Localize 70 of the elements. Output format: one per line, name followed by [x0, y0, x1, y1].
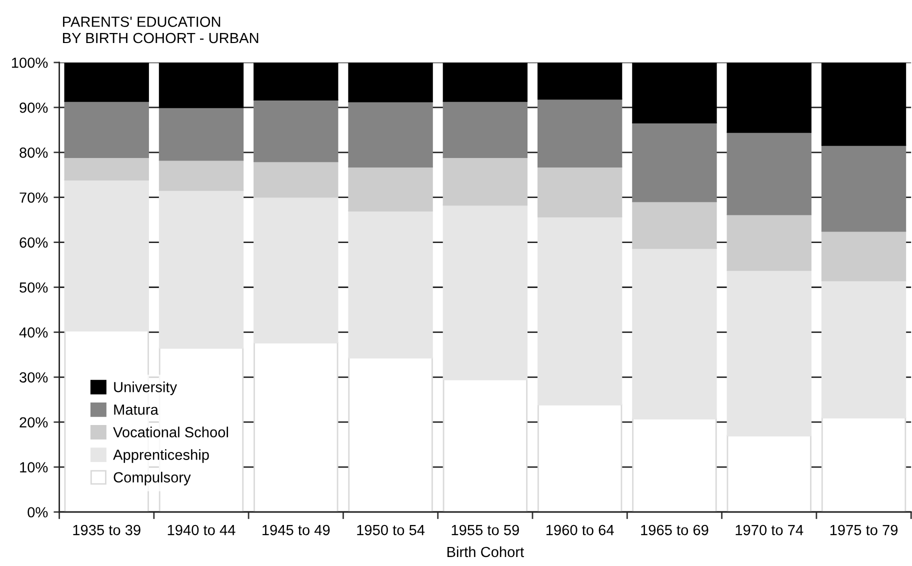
- y-tick-label: 50%: [20, 282, 48, 293]
- x-tick-label: 1950 to 54: [357, 524, 425, 536]
- bar: [537, 216, 622, 406]
- x-tick-label: 1940 to 44: [168, 524, 236, 536]
- bar: [158, 106, 244, 161]
- bar: [821, 144, 906, 232]
- bar: [254, 62, 338, 100]
- bar: [158, 62, 244, 108]
- bar: [442, 378, 528, 512]
- bar: [442, 156, 528, 206]
- legend-label: University: [114, 382, 178, 396]
- bar: [821, 62, 906, 146]
- x-tick-label: 1945 to 49: [262, 524, 330, 536]
- x-tick-label: 1970 to 74: [736, 524, 804, 536]
- bar: [632, 247, 717, 420]
- bar: [254, 160, 338, 198]
- bar: [64, 179, 149, 332]
- x-axis-title: Birth Cohort: [447, 546, 524, 558]
- bar: [537, 62, 622, 100]
- x-tick-label: 1955 to 59: [452, 524, 519, 536]
- y-tick-label: 80%: [20, 147, 48, 158]
- legend-label: Apprenticeship: [113, 449, 209, 463]
- y-tick-label: 0%: [28, 507, 48, 518]
- bar: [821, 280, 906, 418]
- bar: [632, 62, 717, 124]
- bar: [537, 98, 622, 168]
- bar: [254, 99, 338, 162]
- bar: [726, 269, 812, 436]
- legend-label: Compulsory: [114, 472, 191, 486]
- y-tick-label: 30%: [20, 372, 48, 383]
- x-tick-label: 1975 to 79: [830, 524, 898, 536]
- bar: [348, 357, 433, 512]
- y-tick-label: 60%: [20, 237, 48, 248]
- y-tick-label: 70%: [20, 192, 48, 203]
- bar: [821, 416, 906, 512]
- bar: [348, 166, 433, 212]
- bar: [64, 100, 149, 158]
- bar: [254, 196, 338, 344]
- bar: [254, 342, 338, 512]
- bar: [442, 62, 528, 102]
- x-tick-label: 1935 to 39: [73, 524, 140, 536]
- chart-title: PARENTS' EDUCATION BY BIRTH COHORT - URBAN: [63, 16, 258, 44]
- bar: [632, 200, 717, 249]
- bar: [726, 131, 812, 216]
- y-tick-label: 20%: [20, 417, 48, 428]
- x-tick-label: 1960 to 64: [546, 524, 614, 536]
- bar: [821, 230, 906, 282]
- bar: [348, 62, 433, 102]
- y-tick-label: 10%: [20, 462, 48, 472]
- legend-label: Vocational School: [113, 426, 228, 438]
- bar: [64, 62, 149, 102]
- bar: [442, 204, 528, 380]
- bar: [632, 418, 717, 512]
- bar: [726, 434, 812, 512]
- bar: [726, 214, 812, 271]
- bar: [158, 189, 244, 349]
- bar: [632, 122, 717, 202]
- bar: [537, 166, 622, 218]
- y-tick-label: 40%: [19, 327, 48, 338]
- y-tick-label: 100%: [12, 58, 48, 68]
- bar: [442, 100, 528, 158]
- bar: [64, 156, 149, 181]
- bar: [348, 210, 433, 359]
- bar: [537, 404, 622, 512]
- bar: [158, 159, 244, 191]
- legend-label: Matura: [114, 404, 158, 415]
- bar: [726, 62, 812, 133]
- x-tick-label: 1965 to 69: [641, 524, 708, 536]
- bar: [348, 100, 433, 168]
- y-tick-label: 90%: [20, 102, 48, 113]
